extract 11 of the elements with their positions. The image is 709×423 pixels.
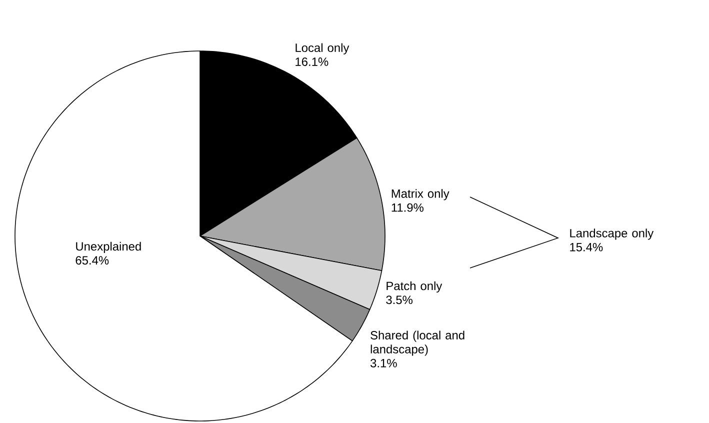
slice-label: Patch only bbox=[386, 281, 442, 293]
slice-label: Shared (local and landscape) bbox=[370, 330, 464, 356]
data-label: 3.1% bbox=[370, 358, 397, 368]
text: Landscape only 15.4% bbox=[570, 228, 654, 252]
slice-label: Unexplained bbox=[76, 242, 141, 253]
slice-label: Local only bbox=[296, 43, 350, 54]
data-label: 16.1% bbox=[296, 58, 328, 66]
data-label: 11.9% bbox=[392, 203, 424, 212]
slice-label: Matrix only bbox=[392, 189, 450, 200]
data-label: 3.5% bbox=[386, 296, 412, 304]
data-label: 65.4% bbox=[76, 256, 109, 265]
